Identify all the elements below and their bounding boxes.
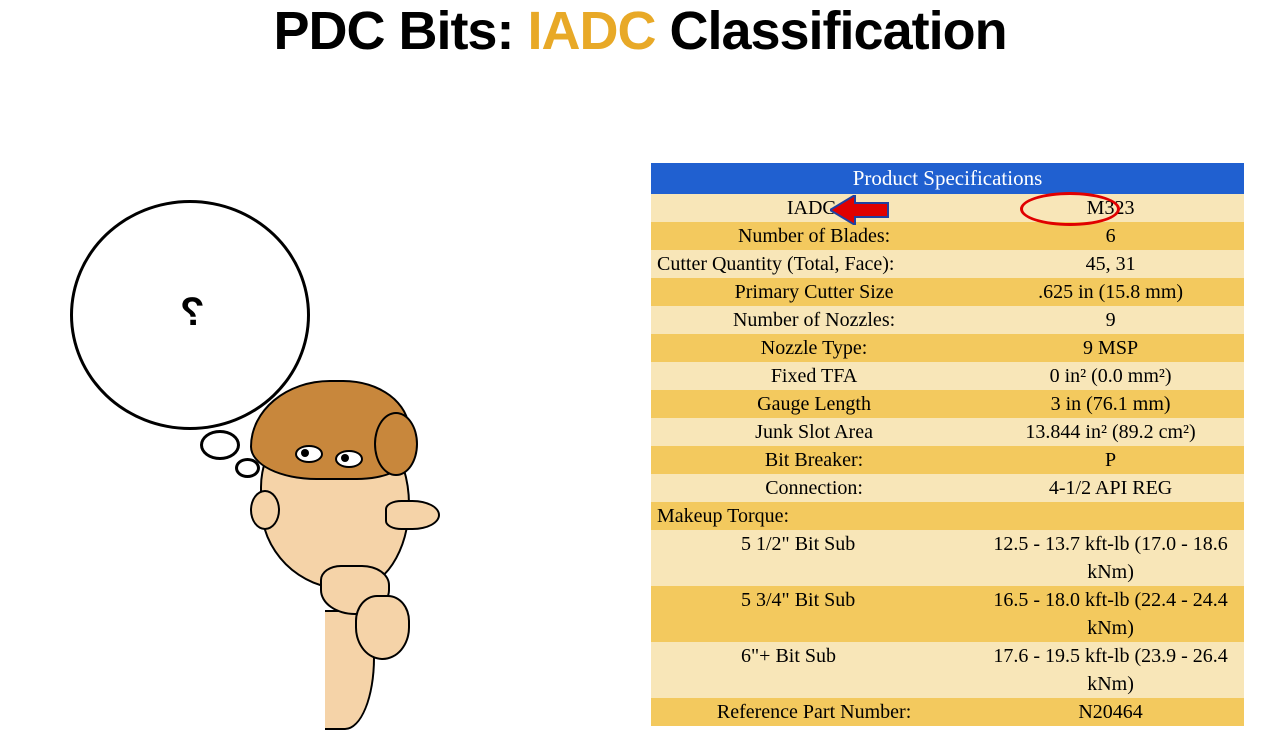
spec-row: Makeup Torque: — [651, 502, 1244, 530]
spec-value: P — [977, 446, 1244, 474]
spec-row: Bit Breaker:P — [651, 446, 1244, 474]
spec-label: Cutter Quantity (Total, Face): — [651, 250, 977, 278]
spec-label: 5 3/4" Bit Sub — [651, 586, 977, 642]
title-part1: PDC Bits: — [273, 1, 527, 61]
spec-label: IADC: — [651, 194, 977, 222]
spec-value: 45, 31 — [977, 250, 1244, 278]
spec-value: N20464 — [977, 698, 1244, 726]
cartoon-nose — [385, 500, 440, 530]
spec-table: Product Specifications IADC:M323Number o… — [651, 163, 1244, 726]
spec-label: 5 1/2" Bit Sub — [651, 530, 977, 586]
cartoon-hand — [355, 595, 410, 660]
spec-row: Nozzle Type:9 MSP — [651, 334, 1244, 362]
spec-row: Fixed TFA0 in² (0.0 mm²) — [651, 362, 1244, 390]
spec-value: .625 in (15.8 mm) — [977, 278, 1244, 306]
spec-label: Gauge Length — [651, 390, 977, 418]
spec-row: Number of Nozzles:9 — [651, 306, 1244, 334]
spec-row: IADC:M323 — [651, 194, 1244, 222]
bubble-small-1 — [200, 430, 240, 460]
spec-value: 12.5 - 13.7 kft-lb (17.0 - 18.6 kNm) — [977, 530, 1244, 586]
spec-label: Makeup Torque: — [651, 502, 977, 530]
spec-value: 0 in² (0.0 mm²) — [977, 362, 1244, 390]
spec-label: Nozzle Type: — [651, 334, 977, 362]
spec-row: 5 3/4" Bit Sub16.5 - 18.0 kft-lb (22.4 -… — [651, 586, 1244, 642]
spec-value: 13.844 in² (89.2 cm²) — [977, 418, 1244, 446]
cartoon-eye-right — [335, 450, 363, 468]
spec-value: 17.6 - 19.5 kft-lb (23.9 - 26.4 kNm) — [977, 642, 1244, 698]
spec-label: Bit Breaker: — [651, 446, 977, 474]
spec-value: 9 MSP — [977, 334, 1244, 362]
spec-row: Reference Part Number:N20464 — [651, 698, 1244, 726]
spec-value: 9 — [977, 306, 1244, 334]
question-mark: ? — [180, 290, 204, 335]
spec-value: 6 — [977, 222, 1244, 250]
spec-row: Gauge Length3 in (76.1 mm) — [651, 390, 1244, 418]
circle-annotation — [1020, 192, 1120, 226]
spec-row: 6"+ Bit Sub17.6 - 19.5 kft-lb (23.9 - 26… — [651, 642, 1244, 698]
spec-row: Primary Cutter Size.625 in (15.8 mm) — [651, 278, 1244, 306]
spec-value: 3 in (76.1 mm) — [977, 390, 1244, 418]
title-part2: Classification — [655, 1, 1006, 61]
spec-label: Reference Part Number: — [651, 698, 977, 726]
spec-row: Junk Slot Area13.844 in² (89.2 cm²) — [651, 418, 1244, 446]
spec-value — [977, 502, 1244, 530]
spec-label: Fixed TFA — [651, 362, 977, 390]
arrow-shape — [830, 195, 888, 225]
title-accent: IADC — [527, 1, 655, 61]
spec-value: 4-1/2 API REG — [977, 474, 1244, 502]
cartoon-ear — [250, 490, 280, 530]
page-title: PDC Bits: IADC Classification — [0, 0, 1280, 62]
cartoon-eye-left — [295, 445, 323, 463]
spec-label: Number of Nozzles: — [651, 306, 977, 334]
spec-row: Number of Blades:6 — [651, 222, 1244, 250]
spec-row: Cutter Quantity (Total, Face):45, 31 — [651, 250, 1244, 278]
spec-label: Junk Slot Area — [651, 418, 977, 446]
spec-label: 6"+ Bit Sub — [651, 642, 977, 698]
spec-row: Connection:4-1/2 API REG — [651, 474, 1244, 502]
thinking-cartoon: ? — [70, 200, 470, 720]
cartoon-hair — [250, 380, 410, 480]
cartoon-head — [240, 350, 430, 680]
spec-label: Number of Blades: — [651, 222, 977, 250]
spec-row: 5 1/2" Bit Sub12.5 - 13.7 kft-lb (17.0 -… — [651, 530, 1244, 586]
spec-label: Primary Cutter Size — [651, 278, 977, 306]
spec-table-header: Product Specifications — [651, 163, 1244, 194]
spec-value: 16.5 - 18.0 kft-lb (22.4 - 24.4 kNm) — [977, 586, 1244, 642]
spec-label: Connection: — [651, 474, 977, 502]
arrow-annotation-icon — [830, 195, 890, 225]
